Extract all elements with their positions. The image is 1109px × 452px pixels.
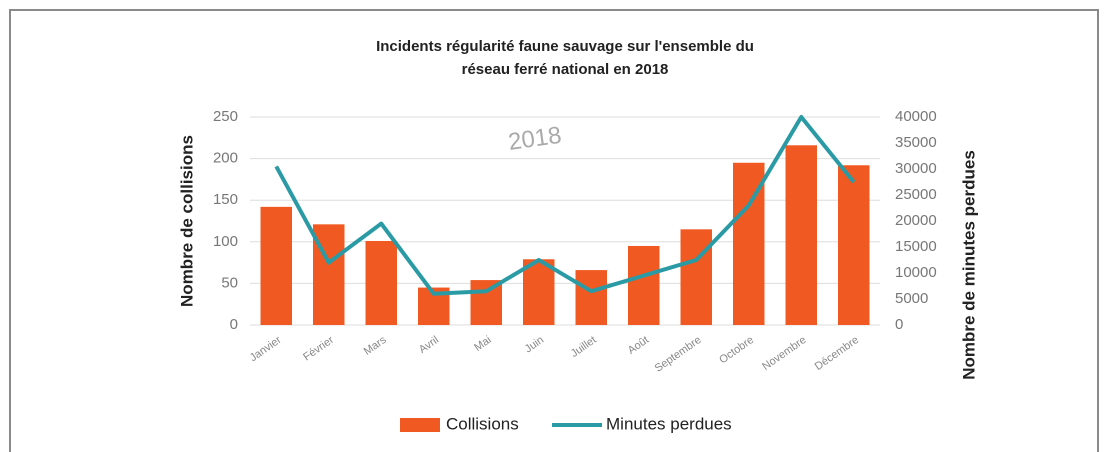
line <box>274 115 856 296</box>
y-tick-label: 150 <box>213 191 238 208</box>
x-tick-label: Juillet <box>569 334 599 360</box>
x-tick-label: Octobre <box>717 334 756 366</box>
y2-tick-label: 25000 <box>895 186 937 203</box>
y-tick-label: 50 <box>221 274 238 291</box>
x-tick-label: Mai <box>472 334 493 354</box>
legend-label: Minutes perdues <box>606 414 732 433</box>
bar <box>680 229 712 325</box>
chart-title: Incidents régularité faune sauvage sur l… <box>376 38 754 55</box>
y2-tick-label: 0 <box>895 316 903 333</box>
annotation: 2018 <box>507 122 564 156</box>
bar <box>785 145 817 325</box>
legend-label: Collisions <box>446 414 519 433</box>
y2-tick-label: 20000 <box>895 212 937 229</box>
bar <box>628 245 660 325</box>
y2-axis-title: Nombre de minutes perdues <box>959 150 978 380</box>
y2-tick-label: 35000 <box>895 134 937 151</box>
bar <box>260 206 292 325</box>
x-tick-label: Septembre <box>653 334 704 375</box>
frame <box>9 9 1099 452</box>
y-axis-title: Nombre de collisions <box>177 135 196 307</box>
x-tick-label: Août <box>626 334 651 357</box>
x-tick-label: Mars <box>362 334 389 358</box>
y-tick-label: 0 <box>230 316 238 333</box>
bar <box>575 270 607 325</box>
bar <box>838 165 870 325</box>
y2-tick-label: 15000 <box>895 238 937 255</box>
y2-tick-label: 40000 <box>895 108 937 125</box>
bar <box>470 280 502 325</box>
bar <box>523 259 555 325</box>
chart-title: réseau ferré national en 2018 <box>462 61 669 78</box>
x-tick-label: Janvier <box>248 334 284 364</box>
y-tick-label: 200 <box>213 150 238 167</box>
y2-tick-label: 10000 <box>895 264 937 281</box>
x-tick-label: Novembre <box>760 334 808 373</box>
legend-swatch <box>400 418 440 432</box>
x-tick-label: Juin <box>523 334 546 355</box>
bar <box>365 240 397 325</box>
x-tick-label: Février <box>301 334 336 364</box>
y-tick-label: 100 <box>213 233 238 250</box>
x-tick-label: Avril <box>417 334 441 356</box>
x-tick-label: Décembre <box>813 334 861 373</box>
y-tick-label: 250 <box>213 108 238 125</box>
y2-tick-label: 30000 <box>895 160 937 177</box>
y2-tick-label: 5000 <box>895 290 928 307</box>
